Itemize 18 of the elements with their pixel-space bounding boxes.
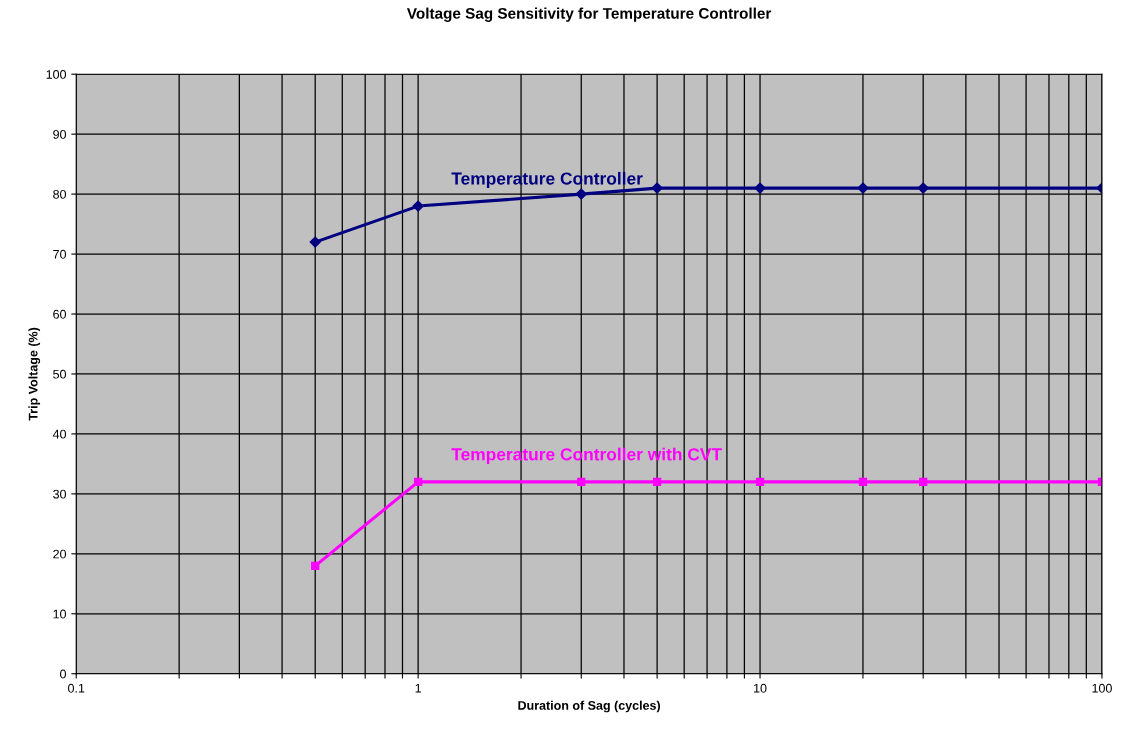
y-tick-label: 20 <box>53 549 67 559</box>
x-tick-label: 10 <box>754 683 767 693</box>
y-tick-label: 70 <box>53 249 67 259</box>
y-tick-label: 50 <box>53 369 67 379</box>
y-tick-label: 100 <box>46 70 67 79</box>
x-axis-title: Duration of Sag (cycles) <box>518 700 661 713</box>
chart-title: Voltage Sag Sensitivity for Temperature Controller <box>406 7 772 22</box>
x-tick-label: 100 <box>1092 683 1112 693</box>
y-tick-label: 30 <box>53 489 67 499</box>
y-tick-label: 0 <box>60 669 67 679</box>
y-tick-label: 80 <box>53 189 67 199</box>
y-tick-label: 10 <box>53 609 67 619</box>
x-tick-label: 1 <box>415 683 421 693</box>
y-tick-label: 40 <box>52 429 67 439</box>
y-tick-label: 90 <box>53 129 67 139</box>
y-axis-title: Trip Voltage (%) <box>28 327 41 421</box>
x-tick-label: 0.1 <box>68 683 85 693</box>
y-tick-label: 60 <box>53 309 67 319</box>
